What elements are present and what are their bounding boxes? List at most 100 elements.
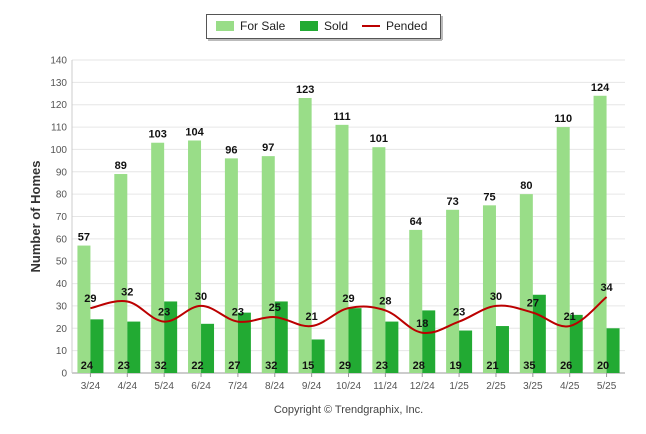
pended-line (90, 296, 608, 335)
for-sale-value-label: 64 (410, 216, 423, 228)
y-tick-label: 130 (50, 78, 67, 89)
sold-value-label: 29 (339, 360, 351, 372)
for-sale-value-label: 97 (262, 142, 274, 154)
pended-value-label: 23 (453, 307, 465, 319)
y-tick-label: 30 (56, 301, 68, 312)
legend-swatch-sold (300, 21, 318, 31)
bars (77, 95, 620, 374)
pended-value-label: 30 (195, 291, 207, 303)
bar-for-sale (298, 98, 312, 373)
sold-value-label: 26 (560, 360, 572, 372)
legend-shadow-side (441, 16, 443, 40)
sold-value-label: 23 (376, 360, 388, 372)
y-axis-label: Number of Homes (28, 161, 43, 273)
x-tick-label: 11/24 (373, 381, 398, 392)
for-sale-value-label: 124 (591, 82, 610, 94)
y-tick-label: 120 (50, 100, 67, 111)
y-tick-label: 80 (56, 190, 68, 201)
sold-value-label: 27 (228, 360, 240, 372)
for-sale-value-label: 110 (554, 113, 572, 125)
x-tick-label: 1/25 (449, 381, 469, 392)
sold-value-label: 19 (449, 360, 461, 372)
legend-label-sold: Sold (324, 19, 348, 33)
bar-sold (459, 330, 473, 373)
sold-value-label: 15 (302, 360, 314, 372)
bar-sold (237, 312, 251, 373)
copyright-text: Copyright © Trendgraphix, Inc. (274, 404, 423, 416)
sold-value-label: 24 (81, 360, 94, 372)
bar-sold (127, 321, 141, 373)
pended-value-label: 21 (564, 311, 576, 323)
bar-sold (201, 323, 215, 373)
bar-for-sale (335, 124, 349, 373)
x-tick-label: 4/24 (118, 381, 138, 392)
pended-line-group (90, 296, 608, 335)
for-sale-value-label: 75 (483, 191, 495, 203)
x-tick-label: 8/24 (265, 381, 285, 392)
pended-value-label: 34 (600, 282, 613, 294)
pended-value-label: 23 (158, 307, 170, 319)
for-sale-value-label: 80 (520, 180, 532, 192)
data-labels: 57 24 89 23 103 32 104 22 96 27 97 32 123 15 111 29 101 2… (78, 82, 614, 372)
x-tick-label: 2/25 (486, 381, 506, 392)
bar-for-sale (409, 229, 423, 373)
pended-value-label: 23 (232, 307, 244, 319)
x-tick-label: 3/25 (523, 381, 543, 392)
pended-value-label: 18 (416, 318, 428, 330)
pended-value-label: 28 (379, 295, 391, 307)
bar-for-sale (224, 158, 238, 373)
for-sale-value-label: 96 (225, 144, 237, 156)
legend-swatch-for-sale (216, 21, 234, 31)
for-sale-value-label: 104 (185, 126, 204, 138)
bar-sold (385, 321, 399, 373)
y-tick-label: 140 (50, 56, 67, 67)
y-tick-label: 20 (56, 324, 68, 335)
sold-value-label: 32 (265, 360, 277, 372)
bar-for-sale (372, 147, 386, 373)
y-tick-label: 0 (61, 369, 67, 380)
x-tick-label: 6/24 (191, 381, 211, 392)
x-tick-label: 3/24 (81, 381, 101, 392)
pended-value-label: 30 (490, 291, 502, 303)
bar-for-sale (556, 127, 570, 373)
y-tick-label: 40 (56, 279, 68, 290)
sold-value-label: 20 (597, 360, 609, 372)
sold-value-label: 28 (413, 360, 425, 372)
x-tick-label: 5/24 (154, 381, 174, 392)
bar-for-sale (188, 140, 202, 373)
for-sale-value-label: 111 (333, 111, 350, 123)
x-tick-label: 9/24 (302, 381, 322, 392)
sold-value-label: 21 (486, 360, 498, 372)
legend-label-for-sale: For Sale (240, 19, 286, 33)
bar-sold (422, 310, 436, 373)
pended-value-label: 29 (342, 293, 354, 305)
bar-sold (311, 339, 325, 373)
legend-shadow (208, 39, 442, 41)
bar-sold (569, 314, 583, 373)
bar-for-sale (482, 205, 496, 373)
for-sale-value-label: 73 (446, 196, 458, 208)
y-tick-label: 10 (56, 346, 68, 357)
pended-value-label: 27 (527, 298, 539, 310)
y-axis: 0 10 20 30 40 50 60 70 80 90 100 110 120 130 140 (50, 56, 73, 380)
y-tick-label: 90 (56, 167, 68, 178)
y-tick-label: 70 (56, 212, 68, 223)
legend-box (206, 14, 441, 39)
x-tick-label: 7/24 (228, 381, 248, 392)
pended-value-label: 29 (84, 293, 96, 305)
sold-value-label: 22 (191, 360, 203, 372)
sold-value-label: 35 (523, 360, 535, 372)
pended-value-label: 21 (306, 311, 318, 323)
bar-sold (495, 326, 509, 373)
bar-sold (90, 319, 104, 373)
bar-for-sale (77, 245, 91, 373)
y-tick-label: 50 (56, 257, 68, 268)
sold-value-label: 23 (118, 360, 130, 372)
bar-for-sale (593, 95, 607, 374)
bar-for-sale (114, 174, 128, 373)
pended-value-label: 25 (269, 302, 281, 314)
x-axis: 3/24 4/24 5/24 6/24 7/24 8/24 9/24 10/24 11/24 12… (81, 373, 617, 392)
for-sale-value-label: 123 (296, 84, 314, 96)
x-tick-label: 10/24 (336, 381, 361, 392)
